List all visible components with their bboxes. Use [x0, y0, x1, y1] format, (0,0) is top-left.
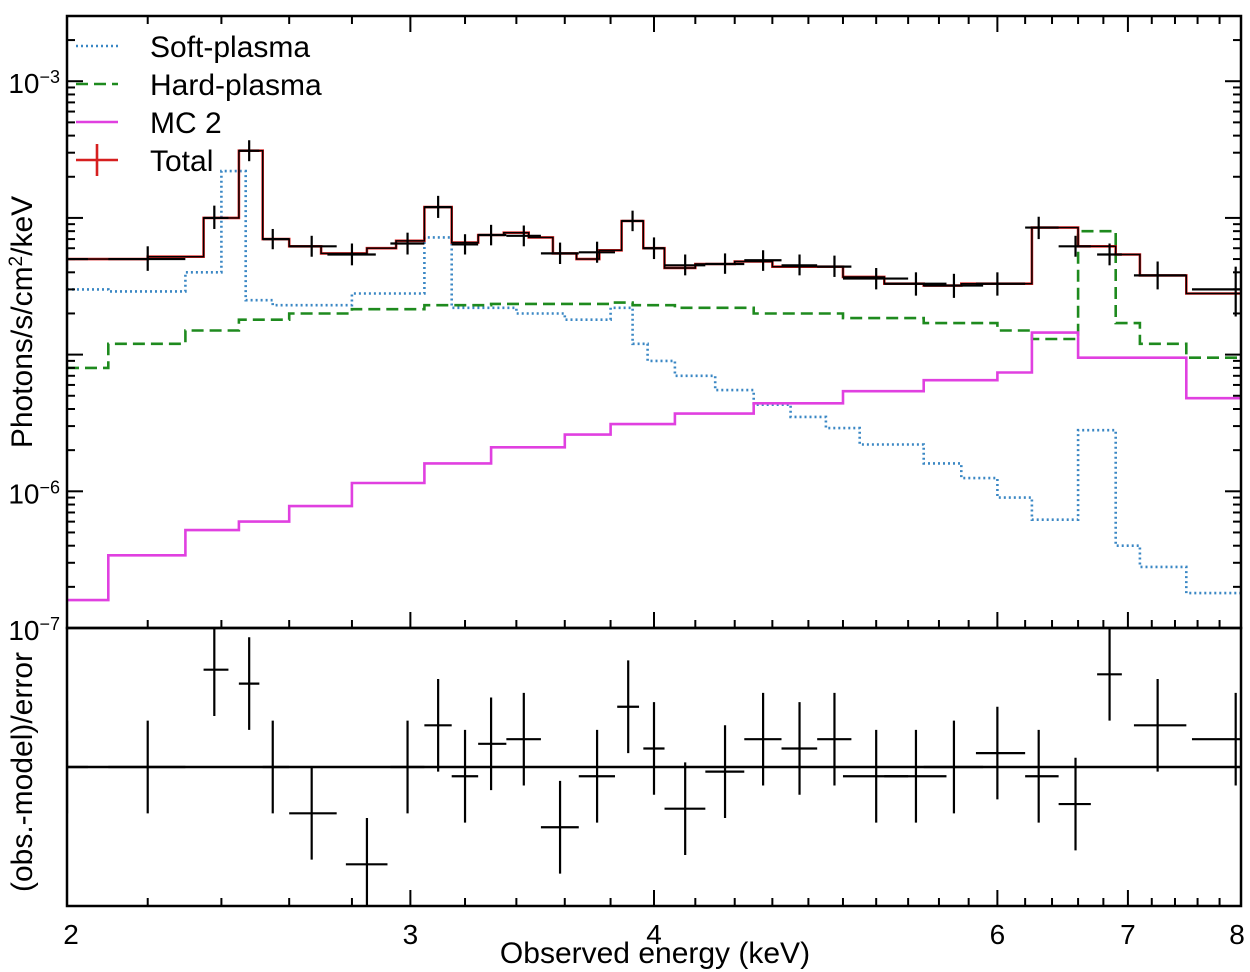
- residual-point-1: [108, 720, 186, 814]
- legend-item-hard-plasma: Hard-plasma: [76, 69, 322, 102]
- residual-point-12: [540, 780, 579, 874]
- legend-item-total: Total: [76, 144, 213, 178]
- residual-point-6: [345, 817, 388, 906]
- data-point-25: [1025, 216, 1059, 240]
- residual-point-25: [1025, 729, 1059, 823]
- data-point-0: [67, 249, 88, 270]
- residual-point-29: [1191, 692, 1241, 786]
- data-point-9: [451, 234, 479, 255]
- data-point-5: [289, 235, 337, 257]
- residual-point-24: [975, 706, 1026, 800]
- residual-point-26: [1058, 757, 1091, 851]
- y-axis-ticks: 10−3 10−6 10−7: [8, 15, 1241, 646]
- residual-point-27: [1097, 628, 1122, 721]
- series-mc-2: [67, 331, 1241, 602]
- bottom-y-axis-label: (obs.-model)/error: [6, 652, 39, 892]
- legend-label-soft: Soft-plasma: [150, 31, 310, 64]
- residual-point-19: [781, 702, 818, 795]
- y-tick-label: 10−6: [8, 477, 60, 509]
- data-point-27: [1097, 243, 1122, 266]
- data-point-23: [923, 273, 984, 298]
- data-point-1: [108, 246, 186, 271]
- legend-label-total: Total: [150, 145, 213, 178]
- data-point-3: [238, 140, 260, 162]
- y-tick-label: 10−7: [8, 614, 60, 646]
- residual-point-0: [67, 720, 88, 814]
- residual-point-10: [478, 697, 507, 791]
- data-point-13: [578, 241, 616, 263]
- data-point-14: [621, 210, 644, 232]
- residual-point-14: [617, 660, 640, 754]
- series-hard-plasma: [67, 229, 1241, 370]
- residual-point-18: [744, 692, 782, 786]
- data-point-21: [842, 268, 909, 290]
- series-total-overlay: [67, 150, 1241, 295]
- bottom-panel: [65, 626, 1243, 908]
- residual-point-17: [705, 725, 745, 818]
- residual-point-28: [1133, 678, 1187, 772]
- residual-point-13: [578, 729, 616, 823]
- x-tick-label: 3: [403, 919, 419, 950]
- data-point-26: [1058, 235, 1091, 257]
- data-point-2: [203, 205, 229, 229]
- data-point-6: [327, 243, 376, 266]
- residual-point-22: [884, 729, 947, 823]
- model-lines: [67, 149, 1241, 602]
- legend-label-mc: MC 2: [150, 107, 222, 140]
- series-soft-plasma: [67, 169, 1241, 595]
- legend-label-hard: Hard-plasma: [150, 69, 322, 102]
- data-point-17: [705, 253, 745, 274]
- x-tick-label: 4: [646, 919, 662, 950]
- data-point-20: [817, 255, 852, 277]
- data-point-18: [744, 250, 782, 271]
- residual-point-16: [664, 762, 706, 856]
- data-point-29: [1191, 266, 1241, 317]
- top-panel: 10−3 10−6 10−7: [8, 14, 1243, 646]
- residual-point-9: [451, 729, 479, 823]
- residual-point-3: [238, 637, 260, 730]
- residual-point-4: [262, 720, 290, 814]
- data-point-11: [506, 225, 541, 247]
- data-point-15: [643, 237, 665, 260]
- residual-point-2: [203, 628, 229, 717]
- x-tick-label: 6: [990, 919, 1006, 950]
- data-point-12: [540, 242, 579, 265]
- data-point-28: [1133, 261, 1187, 290]
- data-points: [67, 140, 1241, 317]
- top-y-axis-label: Photons/s/cm2/keV: [6, 196, 40, 448]
- legend-item-soft-plasma: Soft-plasma: [76, 31, 310, 64]
- data-point-4: [262, 228, 290, 250]
- residual-point-15: [643, 702, 665, 795]
- data-point-7: [390, 232, 425, 255]
- x-axis-label: Observed energy (keV): [500, 937, 810, 970]
- data-point-16: [664, 254, 706, 276]
- x-tick-label: 2: [63, 919, 79, 950]
- top-panel-frame: [65, 14, 1243, 630]
- data-point-24: [975, 272, 1026, 296]
- data-point-22: [884, 272, 947, 296]
- residual-point-20: [817, 692, 852, 786]
- x-axis-ticks: 2 3 4 6 7 8: [63, 16, 1245, 950]
- data-point-19: [781, 254, 818, 276]
- residual-point-8: [424, 678, 452, 772]
- y-tick-label: 10−3: [8, 67, 60, 99]
- series-total: [67, 149, 1241, 295]
- data-point-10: [478, 224, 507, 246]
- data-point-8: [424, 195, 452, 218]
- residual-point-5: [289, 767, 337, 860]
- residual-points: [67, 628, 1241, 906]
- residual-point-23: [923, 720, 984, 814]
- x-tick-label: 7: [1120, 919, 1136, 950]
- residual-point-7: [390, 720, 425, 814]
- x-tick-label: 8: [1229, 919, 1245, 950]
- residual-point-11: [506, 692, 541, 786]
- legend-item-mc-2: MC 2: [76, 107, 222, 140]
- legend: Soft-plasma Hard-plasma MC 2 Total: [76, 31, 322, 178]
